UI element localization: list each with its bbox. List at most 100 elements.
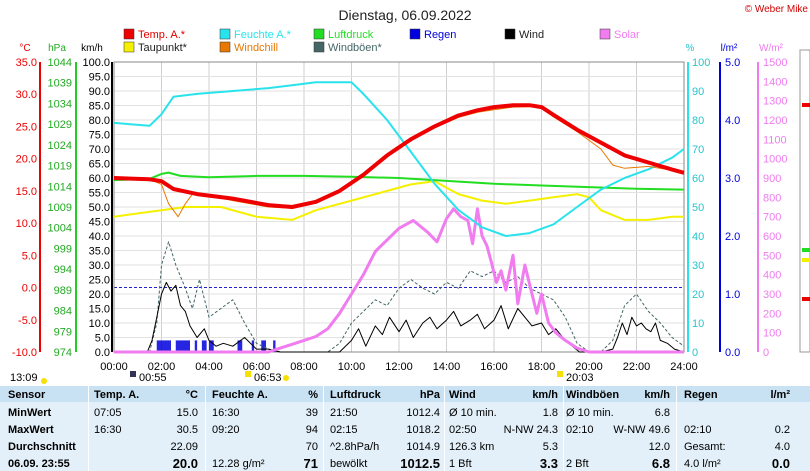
axis-tick-label-wind_kmh: 35.0	[89, 246, 110, 258]
rain-bar	[194, 340, 198, 352]
x-tick-label: 18:00	[528, 361, 556, 373]
axis-tick-label-wind_kmh: 90.0	[89, 86, 110, 98]
axis-tick-label-solar_wm2: 600	[763, 231, 781, 243]
table-cell: 02:50	[449, 424, 477, 436]
axis-tick-label-solar_wm2: 1200	[763, 115, 787, 127]
time-label: 20:03	[566, 372, 594, 384]
axis-tick-label-rain_lm2: 5.0	[725, 57, 740, 69]
axis-tick-label-humidity_pct: 60	[692, 173, 704, 185]
axis-tick-label-wind_kmh: 25.0	[89, 275, 110, 287]
axis-unit-label: hPa	[48, 43, 66, 54]
copyright-text: © Weber Mike	[745, 4, 809, 15]
rain-bar	[209, 340, 214, 352]
table-header-unit: hPa	[419, 389, 440, 401]
plot-frame	[113, 61, 685, 353]
table-cell-value: 3.3	[539, 456, 558, 471]
rain-bar	[237, 340, 243, 352]
axis-tick-label-temp_c: 15.0	[16, 186, 37, 198]
table-cell: 12.28 g/m²	[212, 458, 265, 470]
table-cell: 4.0 l/m²	[684, 458, 721, 470]
x-tick-label: 10:00	[338, 361, 366, 373]
rain-bar	[156, 340, 171, 352]
axis-tick-label-rain_lm2: 1.0	[725, 289, 740, 301]
axis-tick-label-rain_lm2: 4.0	[725, 115, 740, 127]
right-edge-panel	[799, 49, 810, 353]
axis-tick-label-solar_wm2: 1100	[763, 134, 787, 146]
axis-tick-label-solar_wm2: 100	[763, 328, 781, 340]
time-label: 13:09	[10, 372, 38, 384]
axis-tick-label-humidity_pct: 40	[692, 231, 704, 243]
axis-tick-label-wind_kmh: 5.0	[95, 333, 110, 345]
table-cell: bewölkt	[330, 458, 368, 470]
table-cell: 2 Bft	[566, 458, 589, 470]
table-divider	[88, 386, 89, 471]
axis-tick-label-temp_c: -10.0	[12, 347, 37, 359]
axis-unit-label: W/m²	[759, 43, 784, 54]
series-line-feuchtea	[113, 81, 685, 237]
edge-panel-marker	[802, 103, 810, 107]
axis-tick-label-solar_wm2: 900	[763, 173, 781, 185]
legend-label: Luftdruck	[328, 29, 374, 41]
legend-label: Temp. A.*	[138, 29, 186, 41]
axis-tick-label-wind_kmh: 100.0	[82, 57, 110, 69]
table-row-label: 06.09. 23:55	[8, 458, 70, 470]
table-divider	[444, 386, 445, 471]
axis-tick-label-solar_wm2: 400	[763, 270, 781, 282]
x-tick-label: 06:00	[243, 361, 271, 373]
statistics-table: Sensor Temp. A. °C Feuchte A.% Luftdruck hPa W…	[0, 386, 810, 471]
axis-tick-label-humidity_pct: 20	[692, 289, 704, 301]
table-row-label: Durchschnitt	[8, 441, 76, 453]
axis-unit-label: °C	[19, 43, 30, 54]
axis-tick-label-rain_lm2: 0.0	[725, 347, 740, 359]
table-cell: 16:30	[212, 407, 240, 419]
table-divider	[323, 386, 324, 471]
x-tick-label: 20:00	[575, 361, 603, 373]
axis-unit-label: l/m²	[721, 43, 738, 54]
axis-tick-label-temp_c: -5.0	[18, 315, 37, 327]
table-cell: ^2.8hPa/h	[330, 441, 380, 453]
axis-tick-label-humidity_pct: 50	[692, 202, 704, 214]
table-cell: 16:30	[94, 424, 122, 436]
time-label: 06:53	[254, 372, 282, 384]
axis-tick-label-solar_wm2: 500	[763, 250, 781, 262]
axis-tick-label-pressure_hpa: 974	[54, 347, 72, 359]
x-tick-label: 02:00	[148, 361, 176, 373]
axis-tick-label-wind_kmh: 20.0	[89, 289, 110, 301]
axis-tick-label-rain_lm2: 2.0	[725, 231, 740, 243]
legend-swatch	[409, 28, 421, 40]
axis-unit-label: km/h	[81, 43, 103, 54]
axis-tick-label-pressure_hpa: 984	[54, 306, 72, 318]
table-header: Temp. A.	[94, 389, 140, 401]
rain-bar	[201, 340, 207, 352]
table-cell-value: 94	[305, 424, 318, 436]
table-header-unit: km/h	[532, 389, 558, 401]
axis-tick-label-temp_c: 35.0	[16, 57, 37, 69]
series-line-tempa	[113, 103, 685, 209]
axis-tick-label-pressure_hpa: 979	[54, 326, 72, 338]
table-header-unit: %	[308, 389, 318, 401]
table-header: Luftdruck	[330, 389, 381, 401]
edge-panel-marker	[802, 248, 810, 252]
table-cell: 02:10	[684, 424, 712, 436]
chart-grid	[113, 61, 685, 353]
table-cell-value: 6.8	[651, 456, 670, 471]
table-cell-value: 1018.2	[406, 424, 440, 436]
table-divider	[563, 386, 564, 471]
axis-tick-label-wind_kmh: 55.0	[89, 188, 110, 200]
axis-tick-label-pressure_hpa: 1034	[48, 98, 72, 110]
rain-bar	[273, 340, 276, 352]
table-header: Regen	[684, 389, 718, 401]
axis-tick-label-pressure_hpa: 1004	[48, 223, 72, 235]
table-cell-value: 71	[303, 456, 318, 471]
axis-tick-label-solar_wm2: 200	[763, 308, 781, 320]
axis-tick-label-pressure_hpa: 1029	[48, 119, 72, 131]
table-cell: 02:10	[566, 424, 594, 436]
table-cell: Gesamt:	[684, 441, 726, 453]
table-header: Windböen	[566, 389, 620, 401]
series-line-taupunkt	[113, 180, 684, 221]
x-tick-label: 24:00	[670, 361, 698, 373]
chart-axes: 35.0 30.0 25.0 20.0 15.0 10.0 5.0 0.0 -5.0 -10.0 1…	[12, 57, 788, 373]
sun-moon-times: 13:09 00:55 06:53 20:03	[10, 371, 594, 384]
axis-tick-label-humidity_pct: 30	[692, 260, 704, 272]
axis-tick-label-pressure_hpa: 999	[54, 243, 72, 255]
